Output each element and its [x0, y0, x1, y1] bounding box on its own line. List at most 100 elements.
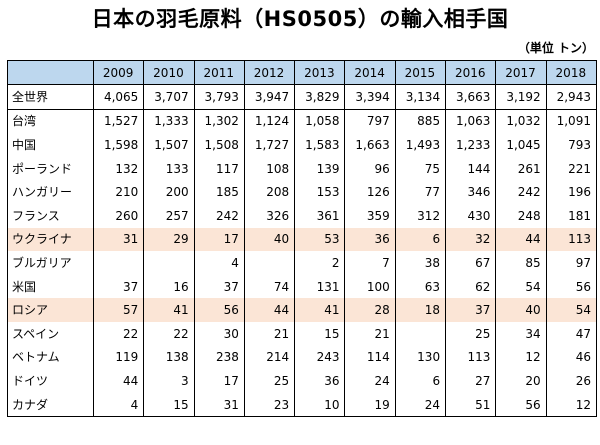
- table-cell: 57: [92, 298, 145, 322]
- header-year: 2018: [545, 60, 597, 85]
- table-cell: 4: [193, 251, 245, 275]
- table-cell: 4: [92, 392, 145, 418]
- table-cell: 1,507: [143, 133, 195, 157]
- table-cell: 17: [193, 227, 245, 252]
- table-cell: [143, 251, 195, 275]
- table-cell: 1,233: [445, 133, 497, 157]
- table-cell: 3,663: [445, 84, 497, 110]
- table-cell: 44: [92, 369, 145, 393]
- table-cell: 4,065: [92, 84, 145, 110]
- table-cell: 6: [394, 227, 447, 252]
- table-cell: 3,947: [243, 84, 296, 110]
- header-row: 2009 2010 2011 2012 2013 2014 2015 2016 2017 2018: [7, 60, 597, 85]
- row-label: 米国: [7, 274, 94, 299]
- table-row: 台湾 1,527 1,333 1,302 1,124 1,058 797 885 1,063 1,…: [7, 109, 597, 134]
- table-cell: 6: [394, 369, 447, 393]
- table-cell: 885: [394, 109, 447, 134]
- table-row: スペイン 22 22 30 21 15 21 25 34 47: [7, 321, 597, 346]
- row-label: カナダ: [7, 392, 94, 418]
- table-cell: 16: [143, 274, 195, 299]
- table-cell: 44: [495, 227, 547, 252]
- row-label: ハンガリー: [7, 180, 94, 204]
- table-row: ウクライナ 31 29 17 40 53 36 6 32 44 113: [7, 227, 597, 252]
- table-row: ドイツ 44 3 17 25 36 24 6 27 20 26: [7, 369, 597, 393]
- table-cell: 1,091: [545, 109, 597, 134]
- table-cell: 19: [344, 392, 396, 418]
- header-year: 2011: [193, 60, 245, 85]
- table-cell: 114: [344, 345, 396, 370]
- table-row: フランス 260 257 242 326 361 359 312 430 248 181: [7, 203, 597, 228]
- table-cell: 54: [495, 274, 547, 299]
- table-cell: 2,943: [545, 84, 597, 110]
- table-cell: 243: [294, 345, 346, 370]
- table-cell: 1,045: [495, 133, 547, 157]
- header-year: 2013: [294, 60, 346, 85]
- row-label: 中国: [7, 133, 94, 157]
- table-cell: 10: [294, 392, 346, 418]
- row-label: 台湾: [7, 109, 94, 134]
- row-label: ポーランド: [7, 156, 94, 181]
- table-cell: [394, 321, 447, 346]
- table-row: カナダ 4 15 31 23 10 19 24 51 56 12: [7, 392, 597, 418]
- table-cell: 359: [344, 203, 396, 228]
- table-cell: 24: [394, 392, 447, 418]
- unit-label: （単位 トン）: [517, 41, 594, 55]
- table-cell: 242: [495, 180, 547, 204]
- table-cell: 430: [445, 203, 497, 228]
- table-row: 中国 1,598 1,507 1,508 1,727 1,583 1,663 1,493 1,2…: [7, 133, 597, 157]
- table-cell: 1,508: [193, 133, 245, 157]
- table-cell: 130: [394, 345, 447, 370]
- table-cell: 56: [193, 298, 245, 322]
- table-cell: 31: [92, 227, 145, 252]
- table-cell: 312: [394, 203, 447, 228]
- table-cell: 67: [445, 251, 497, 275]
- table-cell: 1,727: [243, 133, 296, 157]
- table-cell: 3,707: [143, 84, 195, 110]
- table-cell: 40: [243, 227, 296, 252]
- table-cell: 181: [545, 203, 597, 228]
- table-cell: 361: [294, 203, 346, 228]
- table-cell: 25: [243, 369, 296, 393]
- table-cell: 21: [243, 321, 296, 346]
- table-cell: 153: [294, 180, 346, 204]
- table-cell: 25: [445, 321, 497, 346]
- table-cell: 37: [445, 298, 497, 322]
- table-cell: 54: [545, 298, 597, 322]
- table-cell: 261: [495, 156, 547, 181]
- table-cell: 40: [495, 298, 547, 322]
- row-label: ブルガリア: [7, 251, 94, 275]
- table-cell: 20: [495, 369, 547, 393]
- table-row: ロシア 57 41 56 44 41 28 18 37 40 54: [7, 298, 597, 322]
- table-cell: 3,134: [394, 84, 447, 110]
- table-cell: 119: [92, 345, 145, 370]
- table-cell: 28: [344, 298, 396, 322]
- table-cell: 3,394: [344, 84, 396, 110]
- table-cell: 100: [344, 274, 396, 299]
- table-cell: 131: [294, 274, 346, 299]
- table-cell: 797: [344, 109, 396, 134]
- table-cell: 260: [92, 203, 145, 228]
- table-cell: 44: [243, 298, 296, 322]
- table-cell: 113: [545, 227, 597, 252]
- table-cell: 138: [143, 345, 195, 370]
- table-cell: 1,663: [344, 133, 396, 157]
- header-year: 2017: [495, 60, 547, 85]
- table-cell: 53: [294, 227, 346, 252]
- table-cell: 22: [143, 321, 195, 346]
- row-label: ロシア: [7, 298, 94, 322]
- table-cell: 196: [545, 180, 597, 204]
- table-cell: 36: [344, 227, 396, 252]
- table-row: 米国 37 16 37 74 131 100 63 62 54 56: [7, 274, 597, 299]
- table-cell: 133: [143, 156, 195, 181]
- table-cell: 29: [143, 227, 195, 252]
- table-cell: 1,493: [394, 133, 447, 157]
- table-cell: 132: [92, 156, 145, 181]
- table-cell: 214: [243, 345, 296, 370]
- table-cell: [243, 251, 296, 275]
- table-cell: 3,829: [294, 84, 346, 110]
- row-label: ベトナム: [7, 345, 94, 370]
- header-corner: [7, 60, 94, 85]
- table-cell: 7: [344, 251, 396, 275]
- table-cell: 74: [243, 274, 296, 299]
- table-cell: 1,598: [92, 133, 145, 157]
